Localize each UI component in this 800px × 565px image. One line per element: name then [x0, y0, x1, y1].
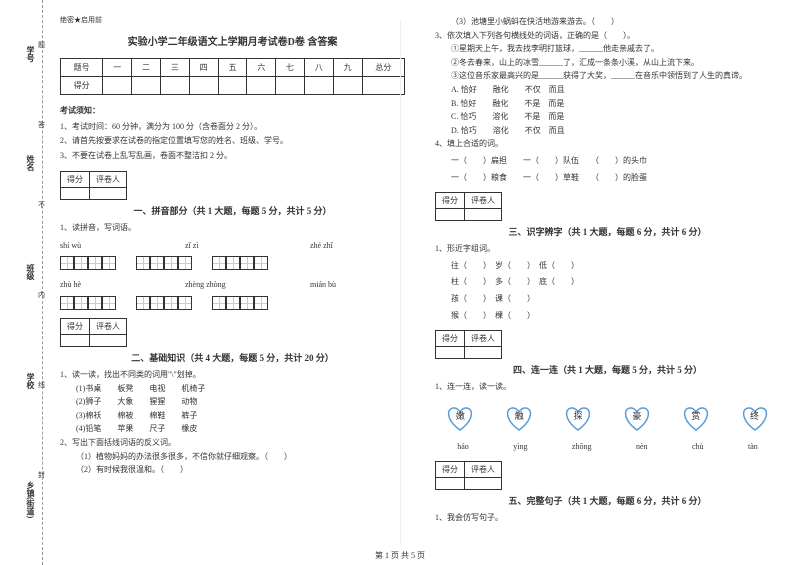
scorer-table: 得分评卷人 [435, 330, 502, 359]
pinyin: zhé zhǐ [310, 239, 405, 253]
binding-dashed-line [42, 0, 43, 565]
list-item: ③这位音乐家最高兴的是______获得了大奖，______在音乐中领悟到了人生的… [451, 69, 780, 83]
th: 三 [160, 59, 189, 77]
heart-icon: 赏 [678, 402, 714, 432]
notice-item: 2、请首先按要求在试卷的指定位置填写您的姓名、班级、学号。 [60, 134, 405, 148]
seal-text: 线 [38, 380, 45, 390]
right-column: （3）池塘里小蜗蚪在快活地游来游去。（ ） 3、依次填入下列各句横线处的词语，正… [435, 15, 780, 525]
th: 题号 [61, 59, 103, 77]
heart-icon: 豪 [619, 402, 655, 432]
seal-text: 题 [38, 40, 45, 50]
seal-text: 不 [38, 200, 45, 210]
binding-side-labels: 学号 姓名 班级 学校 乡镇(街道) [8, 0, 53, 565]
th: 总分 [362, 59, 404, 77]
side-label: 学校 [25, 373, 36, 389]
pinyin: yìng [513, 440, 527, 454]
side-label: 班级 [25, 264, 36, 280]
th: 七 [276, 59, 305, 77]
left-column: 绝密★启用前 实验小学二年级语文上学期月考试卷D卷 含答案 题号 一 二 三 四… [60, 15, 405, 525]
option: D. 恰巧 溶化 不仅 而且 [451, 124, 780, 138]
section3-title: 三、识字辨字（共 1 大题，每题 6 分，共计 6 分） [435, 225, 780, 238]
side-label: 乡镇(街道) [25, 481, 36, 518]
notice-item: 1、考试时间：60 分钟，满分为 100 分（含卷面分 2 分）。 [60, 120, 405, 134]
char-grid[interactable] [60, 296, 116, 310]
fill-item: 一（ ）粮食 一（ ）草鞋 （ ）的脸蛋 [451, 171, 780, 185]
section4-title: 四、连一连（共 1 大题，每题 5 分，共计 5 分） [435, 363, 780, 376]
section5-title: 五、完整句子（共 1 大题，每题 6 分，共计 6 分） [435, 494, 780, 507]
question-text: 1、连一连，读一读。 [435, 380, 780, 394]
question-text: 1、读拼音，写词语。 [60, 221, 405, 235]
scorer-table: 得分评卷人 [435, 461, 502, 490]
th: 六 [247, 59, 276, 77]
pinyin: chù [692, 440, 704, 454]
column-separator [400, 20, 401, 545]
exam-title: 实验小学二年级语文上学期月考试卷D卷 含答案 [60, 33, 405, 48]
th: 四 [189, 59, 218, 77]
list-item: (2)狮子 大象 猩猩 动物 [76, 395, 405, 409]
heart-icon: 触 [501, 402, 537, 432]
fill-item: 一（ ）扁担 一（ ）队伍 （ ）的头巾 [451, 154, 780, 168]
td: 得分 [61, 77, 103, 95]
list-item: ①星期天上午，我去找李明打篮球，______他走亲戚去了。 [451, 42, 780, 56]
char-grid[interactable] [60, 256, 116, 270]
seal-text: 封 [38, 470, 45, 480]
notice-list: 1、考试时间：60 分钟，满分为 100 分（含卷面分 2 分）。 2、请首先按… [60, 120, 405, 163]
th: 八 [304, 59, 333, 77]
section1-title: 一、拼音部分（共 1 大题，每题 5 分，共计 5 分） [60, 204, 405, 217]
th: 九 [333, 59, 362, 77]
th: 二 [132, 59, 161, 77]
pinyin: zhù hè [60, 278, 155, 292]
score-table: 题号 一 二 三 四 五 六 七 八 九 总分 得分 [60, 58, 405, 95]
option: B. 恰好 融化 不是 而是 [451, 97, 780, 111]
char-grid[interactable] [212, 256, 268, 270]
list-item: (4)铅笔 苹果 尺子 橡皮 [76, 422, 405, 436]
char-grid[interactable] [136, 256, 192, 270]
notice-item: 3、不要在试卷上乱写乱画，卷面不整洁扣 2 分。 [60, 149, 405, 163]
th: 五 [218, 59, 247, 77]
pinyin: zhèng zhòng [185, 278, 280, 292]
pinyin: mián bù [310, 278, 405, 292]
question-text: 4、填上合适的词。 [435, 137, 780, 151]
confidential-tag: 绝密★启用前 [60, 15, 405, 25]
char-grid[interactable] [136, 296, 192, 310]
pinyin: shí wù [60, 239, 155, 253]
page-footer: 第 1 页 共 5 页 [0, 550, 800, 561]
list-item: （3）池塘里小蜗蚪在快活地游来游去。（ ） [451, 15, 780, 29]
notice-header: 考试须知： [60, 105, 405, 116]
side-label: 学号 [25, 46, 36, 62]
heart-icon: 探 [560, 402, 596, 432]
pinyin: tàn [748, 440, 758, 454]
pinyin: zǐ zì [185, 239, 280, 253]
side-label: 姓名 [25, 155, 36, 171]
question-text: 1、我会仿写句子。 [435, 511, 780, 525]
section2-title: 二、基础知识（共 4 大题，每题 5 分，共计 20 分） [60, 351, 405, 364]
heart-icon: 终 [737, 402, 773, 432]
list-item: （2）有时候我很温和。（ ） [76, 463, 405, 477]
option: A. 恰好 融化 不仅 而且 [451, 83, 780, 97]
scorer-table: 得分评卷人 [435, 192, 502, 221]
pinyin: zhōng [572, 440, 592, 454]
question-text: 3、依次填入下列各句横线处的词语，正确的是（ ）。 [435, 29, 780, 43]
pinyin: nèn [636, 440, 648, 454]
seal-text: 内 [38, 290, 45, 300]
heart-icon: 嫩 [442, 402, 478, 432]
seal-text: 答 [38, 120, 45, 130]
heart-row: 嫩 触 探 豪 赏 终 [435, 402, 780, 432]
question-text: 2、写出下面括线词语的反义词。 [60, 436, 405, 450]
th: 一 [103, 59, 132, 77]
list-item: (3)棉袄 棉被 棉鞋 裤子 [76, 409, 405, 423]
scorer-table: 得分评卷人 [60, 318, 127, 347]
list-item: (1)书桌 板凳 电视 机椅子 [76, 382, 405, 396]
list-item: （1）植物妈妈的办法很多很多，不信你就仔细观察。（ ） [76, 450, 405, 464]
question-text: 1、形近字组词。 [435, 242, 780, 256]
pinyin: háo [457, 440, 469, 454]
char-grid[interactable] [212, 296, 268, 310]
scorer-table: 得分评卷人 [60, 171, 127, 200]
option: C. 恰巧 溶化 不是 而是 [451, 110, 780, 124]
question-text: 1、读一读，找出不同类的词用"\"划掉。 [60, 368, 405, 382]
list-item: ②冬去春来，山上的冰雪______了，汇成一条条小溪，从山上流下来。 [451, 56, 780, 70]
